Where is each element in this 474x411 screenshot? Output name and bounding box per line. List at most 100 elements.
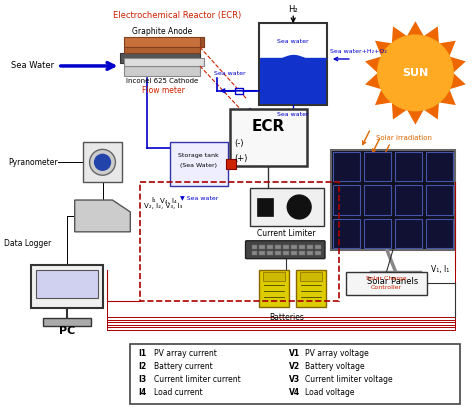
Polygon shape (124, 37, 204, 47)
Text: PC: PC (59, 326, 75, 336)
Text: Sea water: Sea water (214, 72, 246, 76)
Text: V3: V3 (289, 375, 301, 384)
Bar (333, 219, 360, 248)
Bar (130, 344, 460, 404)
Bar (364, 152, 391, 182)
Text: Solar Charge: Solar Charge (366, 276, 407, 281)
Text: Pyranometer: Pyranometer (8, 158, 58, 167)
Bar (296, 270, 326, 307)
Bar (426, 185, 453, 215)
Bar (395, 185, 422, 215)
Text: Current Limiter: Current Limiter (257, 229, 316, 238)
Bar (170, 143, 228, 186)
Text: Load current: Load current (154, 388, 203, 397)
Polygon shape (124, 47, 200, 53)
Bar (299, 245, 305, 249)
Text: Batteries: Batteries (269, 313, 304, 322)
Text: Flow meter: Flow meter (142, 86, 185, 95)
Text: Graphite Anode: Graphite Anode (132, 27, 192, 36)
Text: Sea water: Sea water (277, 112, 309, 117)
Polygon shape (200, 37, 204, 47)
Text: V₁, I₁: V₁, I₁ (431, 265, 449, 274)
Circle shape (378, 35, 453, 111)
Bar (259, 23, 327, 105)
Bar (43, 318, 91, 326)
Text: I1: I1 (138, 349, 146, 358)
Bar (426, 152, 453, 182)
Text: I₁: I₁ (152, 197, 156, 203)
Text: Controller: Controller (371, 285, 402, 290)
Bar (291, 251, 297, 255)
Bar (140, 182, 339, 301)
Text: Electrochemical Reactor (ECR): Electrochemical Reactor (ECR) (113, 11, 241, 20)
Text: SUN: SUN (402, 68, 428, 78)
Bar (259, 251, 265, 255)
Bar (315, 245, 321, 249)
Bar (364, 219, 391, 248)
Text: V2: V2 (289, 363, 301, 372)
Bar (331, 150, 455, 250)
Text: Load voltage: Load voltage (305, 388, 355, 397)
Bar (226, 159, 236, 169)
Bar (260, 58, 326, 104)
Text: Sea water+H₂+O₂: Sea water+H₂+O₂ (330, 48, 387, 53)
Circle shape (90, 149, 116, 175)
Text: Current limiter voltage: Current limiter voltage (305, 375, 393, 384)
Polygon shape (120, 53, 200, 63)
Bar (426, 219, 453, 248)
Text: V4: V4 (289, 388, 301, 397)
Bar (300, 272, 322, 282)
Text: Solar Panels: Solar Panels (367, 277, 419, 286)
Text: H₂: H₂ (288, 5, 298, 14)
Bar (283, 251, 289, 255)
Bar (275, 251, 281, 255)
Text: Current limiter current: Current limiter current (154, 375, 241, 384)
Text: ▼ Sea water: ▼ Sea water (180, 196, 218, 201)
Text: (+): (+) (235, 154, 248, 163)
Bar (257, 198, 273, 216)
Polygon shape (124, 58, 204, 66)
Bar (252, 245, 257, 249)
Bar (259, 245, 265, 249)
Polygon shape (124, 66, 200, 76)
Text: Data Logger: Data Logger (4, 239, 52, 248)
Bar (395, 219, 422, 248)
Circle shape (287, 195, 311, 219)
Bar (289, 110, 297, 115)
Text: PV array current: PV array current (154, 349, 217, 358)
Bar (283, 245, 289, 249)
Bar (333, 185, 360, 215)
Polygon shape (75, 200, 130, 232)
Bar (249, 188, 324, 226)
Text: I2: I2 (138, 363, 146, 372)
Text: (-): (-) (235, 139, 244, 148)
Text: ECR: ECR (252, 119, 285, 134)
Text: PV array voltage: PV array voltage (305, 349, 369, 358)
Text: I4: I4 (138, 388, 146, 397)
Polygon shape (365, 21, 466, 125)
Bar (364, 185, 391, 215)
FancyBboxPatch shape (246, 241, 325, 259)
Bar (230, 109, 307, 166)
Text: V1: V1 (289, 349, 301, 358)
Bar (395, 152, 422, 182)
Text: Battery voltage: Battery voltage (305, 363, 365, 372)
Bar (31, 265, 102, 308)
Text: (Sea Water): (Sea Water) (181, 163, 218, 168)
Bar (333, 152, 360, 182)
Bar (267, 251, 273, 255)
Bar (315, 251, 321, 255)
Circle shape (95, 155, 110, 170)
Bar (346, 272, 428, 296)
Bar (264, 272, 285, 282)
Bar (267, 245, 273, 249)
Text: Battery current: Battery current (154, 363, 213, 372)
Text: I3: I3 (138, 375, 146, 384)
Text: Storage tank: Storage tank (179, 153, 219, 158)
Text: Inconel 625 Cathode: Inconel 625 Cathode (126, 78, 198, 84)
Text: Solar Irradiation: Solar Irradiation (376, 136, 432, 141)
Bar (291, 245, 297, 249)
Bar (307, 245, 313, 249)
Bar (307, 251, 313, 255)
Text: V₄, I₄: V₄, I₄ (160, 198, 177, 204)
